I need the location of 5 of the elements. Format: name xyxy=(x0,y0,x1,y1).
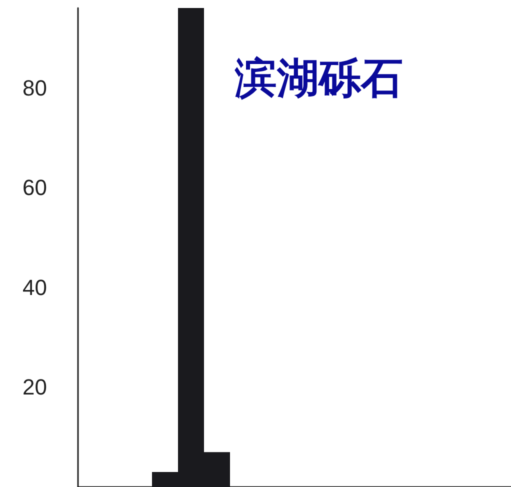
y-tick-label: 80 xyxy=(22,75,47,100)
y-tick-label: 20 xyxy=(22,374,47,400)
y-tick-label: 60 xyxy=(22,175,47,200)
y-tick-label: 40 xyxy=(22,274,47,300)
text: 滨湖砾石 xyxy=(234,54,403,102)
